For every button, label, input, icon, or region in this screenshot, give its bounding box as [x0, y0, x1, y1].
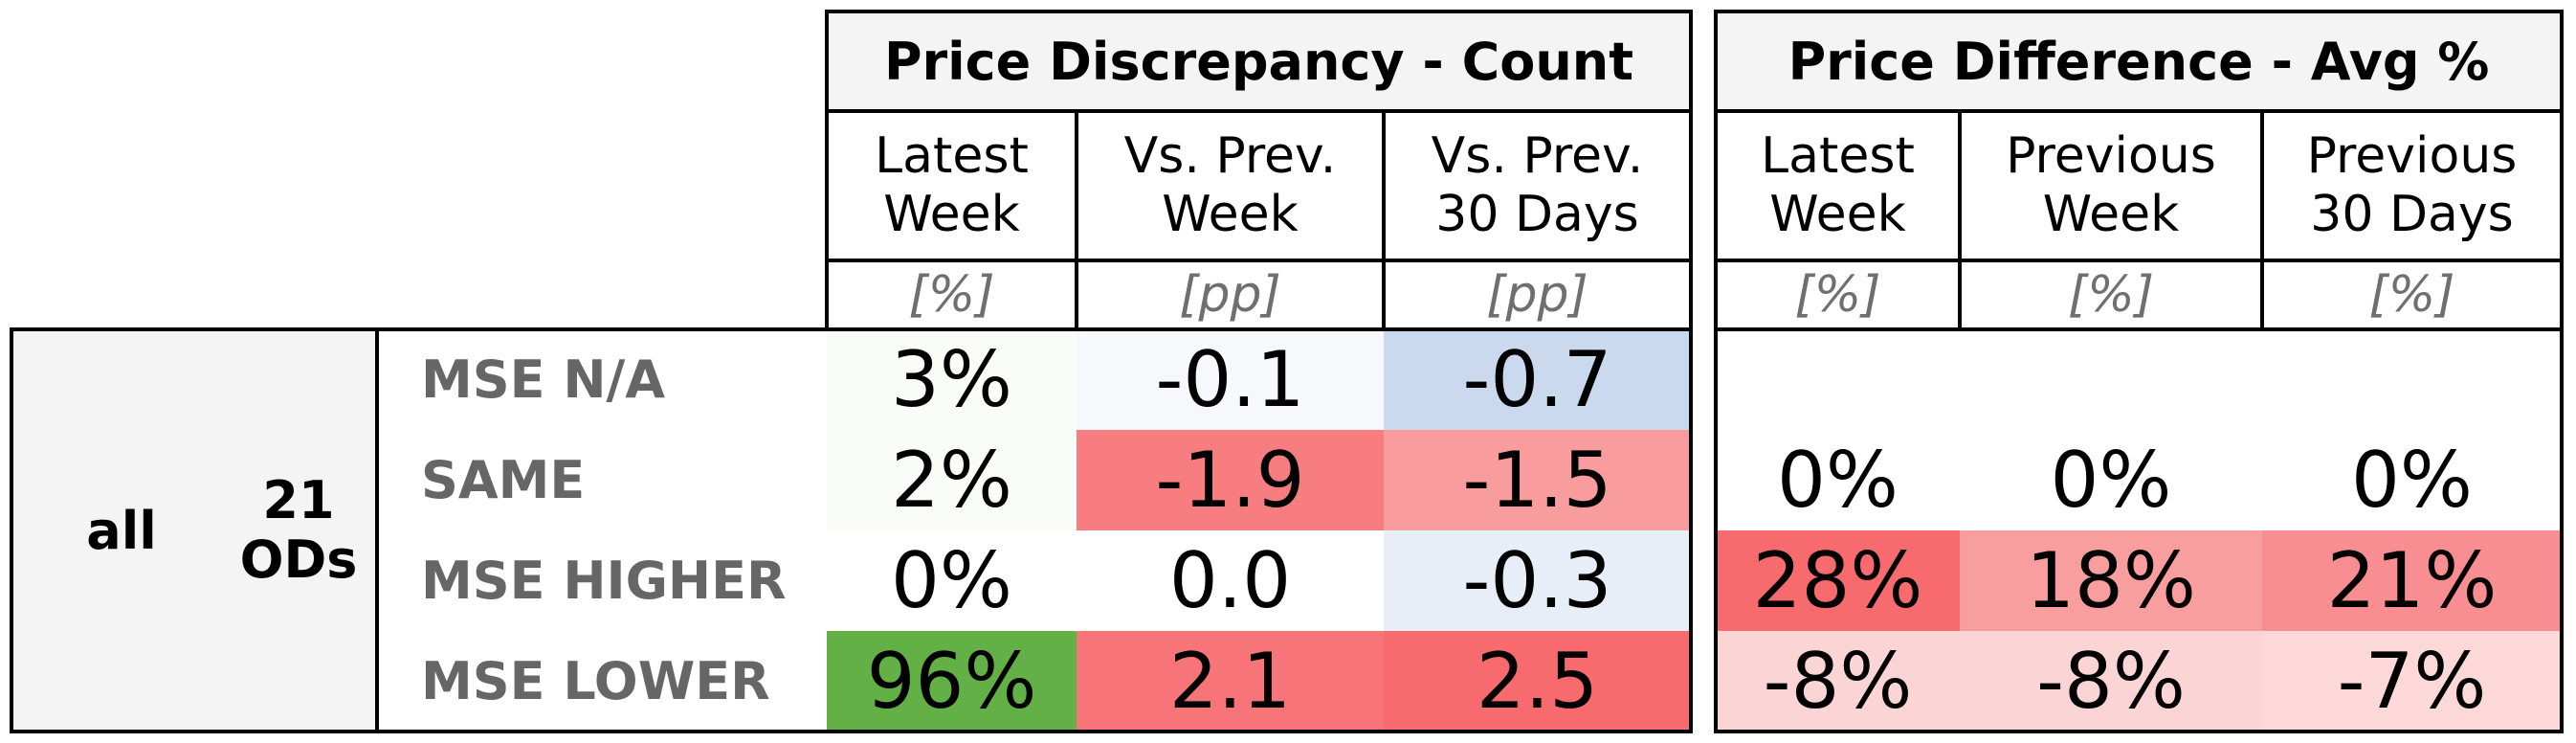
avg-cell: -8% — [1716, 631, 1960, 732]
row-label-mse-na: MSE N/A — [421, 349, 666, 410]
count-cell: 2.5 — [1384, 631, 1691, 732]
avg-cell — [1716, 329, 1960, 430]
avg-cell: -7% — [2262, 631, 2562, 732]
avg-col-unit-previous-week: [%] — [2068, 266, 2154, 324]
divider — [825, 259, 1693, 262]
count-cell: -1.9 — [1077, 430, 1384, 530]
divider — [1714, 730, 2564, 733]
count-col-header-vs-prev-30-days: Vs. Prev. 30 Days — [1431, 126, 1644, 243]
count-col-header-vs-prev-week: Vs. Prev. Week — [1123, 126, 1337, 243]
avg-col-unit-previous-30-days: [%] — [2368, 266, 2455, 324]
avg-col-header-previous-30-days: Previous 30 Days — [2306, 126, 2518, 243]
avg-section-title: Price Difference - Avg % — [1716, 11, 2562, 111]
avg-cell — [2262, 329, 2562, 430]
divider — [825, 109, 1693, 113]
count-col-header-latest-week: Latest Week — [875, 126, 1029, 243]
divider — [10, 730, 1693, 733]
group-block — [11, 329, 377, 732]
count-col-unit-latest-week: [%] — [908, 266, 995, 324]
count-col-unit-vs-prev-30-days: [pp] — [1486, 266, 1588, 324]
row-label-same: SAME — [421, 450, 586, 510]
avg-col-unit-latest-week: [%] — [1794, 266, 1881, 324]
divider — [1714, 327, 2564, 331]
count-section-title: Price Discrepancy - Count — [827, 11, 1691, 111]
divider — [2260, 111, 2264, 329]
divider — [1714, 109, 2564, 113]
avg-cell: 28% — [1716, 530, 1960, 631]
divider — [1714, 259, 2564, 262]
count-cell: 2% — [827, 430, 1077, 530]
count-col-unit-vs-prev-week: [pp] — [1179, 266, 1281, 324]
count-cell: 0.0 — [1077, 530, 1384, 631]
divider — [10, 327, 13, 733]
group-label: all — [86, 500, 157, 561]
avg-col-header-previous-week: Previous Week — [2006, 126, 2216, 243]
count-cell: -0.1 — [1077, 329, 1384, 430]
count-cell: -0.3 — [1384, 530, 1691, 631]
count-cell: -0.7 — [1384, 329, 1691, 430]
row-label-mse-higher: MSE HIGHER — [421, 551, 787, 611]
count-cell: 3% — [827, 329, 1077, 430]
avg-cell — [1960, 329, 2262, 430]
sub-group-label: 21 ODs — [239, 469, 358, 590]
divider — [375, 327, 379, 733]
divider — [1075, 111, 1078, 329]
avg-cell: 0% — [2262, 430, 2562, 530]
divider — [1382, 111, 1386, 329]
divider — [1958, 111, 1962, 329]
count-cell: 96% — [827, 631, 1077, 732]
avg-col-header-latest-week: Latest Week — [1761, 126, 1915, 243]
divider — [1689, 10, 1693, 733]
count-cell: -1.5 — [1384, 430, 1691, 530]
divider — [1714, 10, 1718, 733]
divider — [825, 10, 1693, 13]
avg-cell: 18% — [1960, 530, 2262, 631]
avg-cell: 21% — [2262, 530, 2562, 631]
row-label-mse-lower: MSE LOWER — [421, 651, 770, 711]
count-cell: 2.1 — [1077, 631, 1384, 732]
divider — [10, 327, 1693, 331]
divider — [1714, 10, 2564, 13]
count-cell: 0% — [827, 530, 1077, 631]
avg-cell: 0% — [1716, 430, 1960, 530]
divider — [2560, 10, 2564, 733]
avg-cell: 0% — [1960, 430, 2262, 530]
avg-cell: -8% — [1960, 631, 2262, 732]
divider — [825, 10, 829, 329]
